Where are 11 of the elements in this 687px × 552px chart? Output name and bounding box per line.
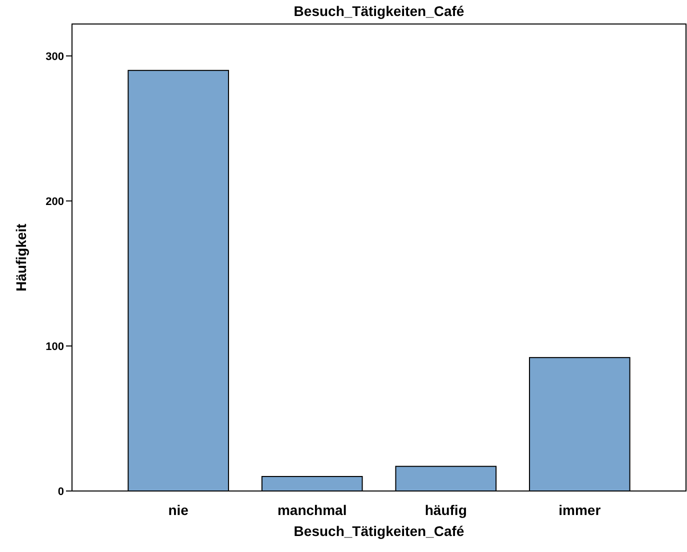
y-tick-label: 300 — [46, 50, 64, 63]
x-tick-label: häufig — [424, 502, 467, 518]
x-axis-title: Besuch_Tätigkeiten_Café — [294, 523, 464, 539]
y-axis-title: Häufigkeit — [13, 223, 29, 292]
chart-title: Besuch_Tätigkeiten_Café — [294, 3, 464, 19]
y-tick-label: 100 — [46, 340, 64, 353]
x-tick-label: immer — [558, 502, 602, 518]
y-tick-label: 0 — [58, 486, 64, 498]
y-tick-label: 200 — [46, 196, 64, 208]
x-tick-label: manchmal — [277, 502, 347, 518]
x-tick-label: nie — [168, 502, 189, 518]
